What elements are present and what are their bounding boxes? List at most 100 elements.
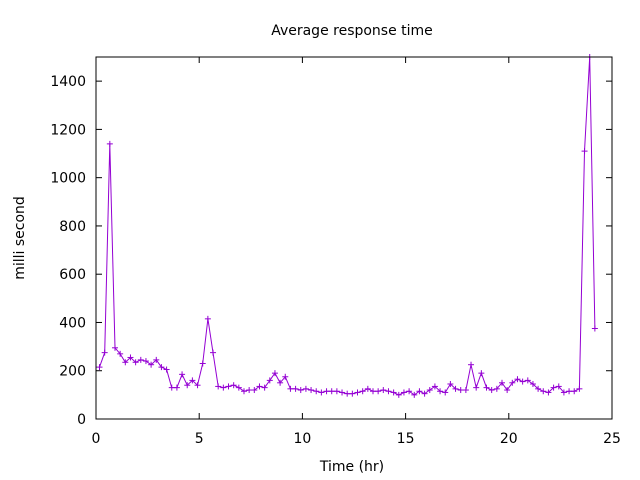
data-point (457, 387, 464, 394)
data-point (101, 349, 108, 356)
data-point (153, 356, 160, 363)
data-point (566, 388, 573, 395)
data-point (468, 361, 475, 368)
data-point (571, 388, 578, 395)
data-point (122, 359, 129, 366)
data-point (545, 389, 552, 396)
x-tick-label: 15 (397, 431, 415, 447)
data-point (524, 377, 531, 384)
data-point (354, 389, 361, 396)
data-point (271, 370, 278, 377)
data-point (375, 388, 382, 395)
data-point (204, 315, 211, 322)
data-point (189, 377, 196, 384)
data-point (473, 384, 480, 391)
data-point (328, 388, 335, 395)
data-point (184, 382, 191, 389)
data-point (431, 383, 438, 390)
data-point (148, 361, 155, 368)
y-tick-label: 800 (59, 219, 86, 235)
data-point (416, 388, 423, 395)
y-tick-label: 600 (59, 267, 86, 283)
data-point (369, 388, 376, 395)
data-point (111, 344, 118, 351)
data-point (194, 382, 201, 389)
x-tick-label: 5 (195, 431, 204, 447)
data-point (235, 384, 242, 391)
data-point (514, 376, 521, 383)
data-point (560, 389, 567, 396)
y-tick-label: 400 (59, 315, 86, 331)
data-point (215, 383, 222, 390)
data-point (168, 384, 175, 391)
data-point (550, 384, 557, 391)
data-point (302, 385, 309, 392)
data-point (437, 388, 444, 395)
axis-ticks: 0 5 10 15 20 25 0 200 400 600 800 1000 1200 1400 (50, 57, 621, 447)
data-point (504, 387, 511, 394)
data-point (576, 385, 583, 392)
data-point (246, 387, 253, 394)
data-point (535, 385, 542, 392)
data-point (380, 387, 387, 394)
data-point (498, 379, 505, 386)
data-point (163, 366, 170, 373)
data-point (344, 390, 351, 397)
data-point (158, 364, 165, 371)
data-point (364, 385, 371, 392)
data-point (142, 358, 149, 365)
data-point (230, 382, 237, 389)
data-point (179, 371, 186, 378)
data-point (447, 381, 454, 388)
y-tick-label: 1400 (50, 74, 86, 90)
data-point (297, 387, 304, 394)
data-point (462, 387, 469, 394)
data-point (323, 388, 330, 395)
data-point (173, 384, 180, 391)
data-point (96, 364, 103, 371)
chart-title: Average response time (271, 23, 433, 39)
data-point (519, 378, 526, 385)
data-point (555, 383, 562, 390)
series-line (99, 56, 596, 396)
data-point (390, 389, 397, 396)
data-point (287, 385, 294, 392)
x-tick-label: 20 (500, 431, 518, 447)
data-point (493, 385, 500, 392)
y-tick-label: 0 (77, 412, 86, 428)
data-point (406, 388, 413, 395)
data-point (483, 384, 490, 391)
data-point (452, 385, 459, 392)
data-point (127, 354, 134, 361)
data-point (251, 387, 258, 394)
plot-frame (95, 56, 613, 420)
data-point (277, 379, 284, 386)
data-point (266, 377, 273, 384)
data-point (488, 387, 495, 394)
y-tick-label: 1000 (50, 171, 86, 187)
data-point (256, 383, 263, 390)
y-axis-label: milli second (12, 196, 28, 280)
data-series (96, 54, 598, 398)
data-point (591, 325, 598, 332)
data-point (308, 387, 315, 394)
data-point (318, 389, 325, 396)
data-point (225, 383, 232, 390)
x-axis-label: Time (hr) (319, 459, 384, 475)
data-point (106, 140, 113, 147)
data-point (509, 379, 516, 386)
data-point (349, 390, 356, 397)
y-tick-label: 200 (59, 364, 86, 380)
x-tick-label: 0 (92, 431, 101, 447)
data-point (132, 359, 139, 366)
data-point (421, 390, 428, 397)
data-point (385, 388, 392, 395)
data-point (261, 384, 268, 391)
y-tick-label: 1200 (50, 122, 86, 138)
data-point (199, 360, 206, 367)
data-point (333, 388, 340, 395)
data-point (313, 388, 320, 395)
data-point (581, 148, 588, 155)
data-point (411, 391, 418, 398)
